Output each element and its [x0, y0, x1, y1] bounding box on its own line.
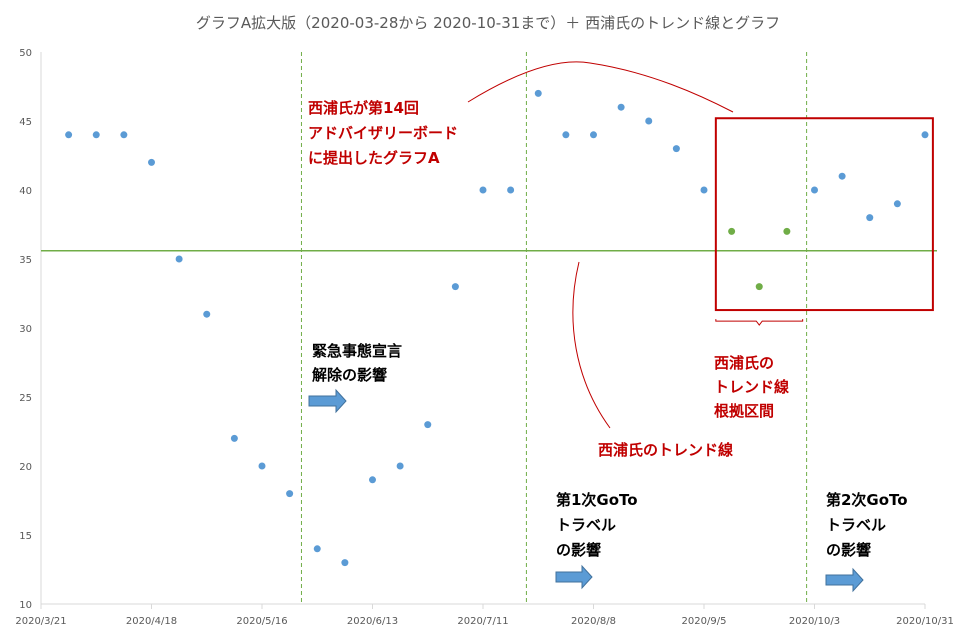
data-point [65, 131, 73, 139]
x-tick-label: 2020/7/11 [457, 616, 508, 627]
trend-line-label: 西浦氏のトレンド線 [598, 441, 733, 459]
y-tick-label: 20 [19, 462, 32, 473]
data-point [286, 490, 294, 498]
data-point [479, 186, 487, 194]
goto1-arrow-icon [555, 564, 593, 590]
basis-line-3: 根拠区間 [714, 402, 774, 420]
data-point [866, 214, 874, 222]
board-line-2: アドバイザリーボード [308, 124, 458, 142]
goto2-line-2: トラベル [826, 516, 886, 534]
goto1-line-2: トラベル [556, 516, 616, 534]
highlight-rectangle [714, 117, 934, 312]
y-tick-label: 50 [19, 48, 32, 59]
annotation-basis: 西浦氏の トレンド線 根拠区間 [714, 354, 789, 420]
board-line-1: 西浦氏が第14回 [308, 99, 419, 117]
data-point [175, 255, 183, 263]
data-point [258, 462, 266, 470]
annotation-emergency: 緊急事態宣言 解除の影響 [312, 342, 402, 384]
data-point [369, 476, 376, 484]
y-tick-label: 35 [19, 255, 32, 266]
goto1-line-3: の影響 [556, 541, 601, 559]
y-axis: 10 15 20 25 30 35 40 45 50 [19, 48, 42, 611]
annotation-board: 西浦氏が第14回 アドバイザリーボード に提出したグラフA [308, 99, 458, 167]
data-points [65, 89, 929, 567]
bracket-path [715, 319, 804, 326]
data-point [783, 227, 791, 235]
data-point [728, 227, 736, 235]
arrows [308, 388, 864, 593]
x-tick-label: 2020/9/5 [682, 616, 727, 627]
y-tick-label: 45 [19, 117, 32, 128]
data-point [92, 131, 100, 139]
goto2-arrow-icon [825, 567, 864, 593]
emergency-line-1: 緊急事態宣言 [312, 342, 402, 360]
emergency-arrow-icon [308, 388, 347, 414]
y-tick-label: 30 [19, 324, 32, 335]
data-point [893, 200, 901, 208]
trend-connector-curve [572, 261, 611, 429]
goto2-line-3: の影響 [826, 541, 871, 559]
data-point [396, 462, 404, 470]
data-point [120, 131, 128, 139]
data-point [534, 89, 542, 97]
data-point [148, 158, 155, 166]
basis-line-1: 西浦氏の [714, 354, 774, 372]
data-point [755, 283, 763, 291]
annotation-goto1: 第1次GoTo トラベル の影響 [556, 491, 638, 559]
data-point [203, 310, 211, 318]
y-tick-label: 40 [19, 186, 32, 197]
basis-bracket [715, 319, 804, 326]
data-point [700, 186, 708, 194]
basis-line-2: トレンド線 [714, 378, 789, 396]
board-connector-curve [467, 61, 734, 113]
x-tick-label: 2020/4/18 [126, 616, 177, 627]
x-tick-label: 2020/10/31 [896, 616, 954, 627]
x-tick-label: 2020/6/13 [347, 616, 398, 627]
data-point [341, 559, 349, 567]
data-point [672, 145, 680, 153]
y-tick-label: 15 [19, 531, 32, 542]
data-point [617, 103, 625, 111]
data-point [645, 117, 653, 125]
data-point [838, 172, 846, 180]
goto2-line-1: 第2次GoTo [826, 491, 908, 509]
y-tick-label: 10 [19, 600, 32, 611]
data-point [313, 545, 321, 553]
y-tick-labels: 10 15 20 25 30 35 40 45 50 [19, 48, 32, 611]
data-point [451, 283, 459, 291]
x-tick-label: 2020/5/16 [236, 616, 287, 627]
chart-title: グラフA拡大版（2020-03-28から 2020-10-31まで）＋ 西浦氏の… [196, 14, 780, 32]
data-point [562, 131, 570, 139]
board-line-3: に提出したグラフA [308, 149, 440, 167]
y-tick-label: 25 [19, 393, 32, 404]
data-point [230, 434, 238, 442]
data-point [507, 186, 515, 194]
curve-annotations [467, 61, 734, 429]
annotation-goto2: 第2次GoTo トラベル の影響 [826, 491, 908, 559]
data-point [811, 186, 818, 194]
x-tick-labels: 2020/3/21 2020/4/18 2020/5/16 2020/6/13 2020… [15, 604, 954, 627]
x-tick-label: 2020/10/3 [789, 616, 840, 627]
highlight-box [714, 117, 934, 312]
x-tick-label: 2020/8/8 [571, 616, 616, 627]
event-lines [300, 52, 808, 604]
data-point [424, 421, 432, 429]
data-point [921, 131, 929, 139]
emergency-line-2: 解除の影響 [312, 366, 387, 384]
x-axis: 2020/3/21 2020/4/18 2020/5/16 2020/6/13 2020… [15, 603, 954, 627]
x-tick-label: 2020/3/21 [15, 616, 66, 627]
data-point [590, 131, 597, 139]
goto1-line-1: 第1次GoTo [556, 491, 638, 509]
